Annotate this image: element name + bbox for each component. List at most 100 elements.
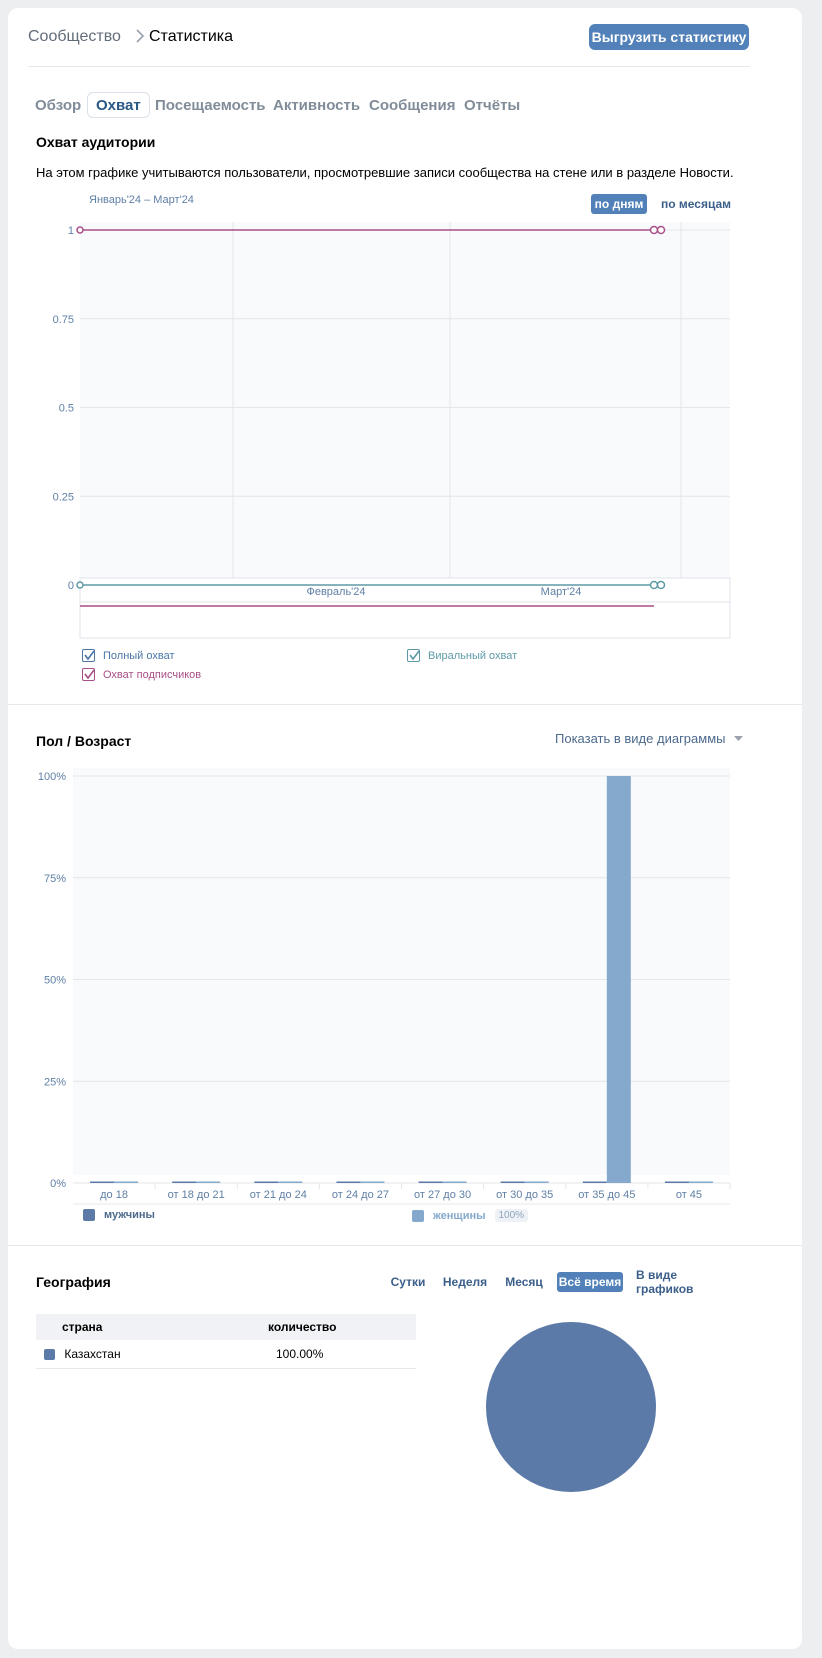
tab-overview[interactable]: Обзор bbox=[35, 96, 82, 114]
female-percent-badge: 100% bbox=[494, 1209, 529, 1222]
filter-month[interactable]: Месяц bbox=[505, 1275, 543, 1289]
reach-ytick: 1 bbox=[68, 225, 74, 237]
demographics-title: Пол / Возраст bbox=[36, 733, 132, 749]
reach-point[interactable] bbox=[76, 581, 84, 589]
reach-point[interactable] bbox=[76, 226, 84, 234]
legend-subscribers-reach[interactable]: Охват подписчиков bbox=[82, 668, 201, 681]
reach-point[interactable] bbox=[656, 580, 666, 590]
column-count: количество bbox=[268, 1314, 416, 1340]
country-swatch bbox=[44, 1349, 55, 1361]
reach-point[interactable] bbox=[649, 225, 659, 235]
age-bar[interactable] bbox=[606, 776, 631, 1183]
statistics-card: Сообщество Статистика Выгрузить статисти… bbox=[8, 8, 802, 1649]
table-header-row: страна количество bbox=[36, 1314, 416, 1340]
section-divider bbox=[8, 704, 802, 705]
age-bar[interactable] bbox=[582, 1181, 607, 1184]
filter-as-charts[interactable]: В виде графиков bbox=[636, 1268, 694, 1296]
reach-xtick: Март'24 bbox=[541, 586, 582, 598]
age-ytick: 0% bbox=[50, 1178, 66, 1190]
age-ytick: 75% bbox=[44, 873, 66, 885]
geography-title: География bbox=[36, 1274, 111, 1290]
age-xtick: от 35 до 45 bbox=[578, 1189, 635, 1201]
age-xtick: от 45 bbox=[676, 1189, 702, 1201]
legend-label: Полный охват bbox=[103, 649, 175, 662]
age-ytick: 25% bbox=[44, 1076, 66, 1088]
section-divider bbox=[8, 1245, 802, 1246]
age-bar[interactable] bbox=[442, 1181, 467, 1184]
reach-xtick: Февраль'24 bbox=[306, 586, 365, 598]
reach-chart: 0 0.25 0.5 0.75 1 Февраль'24 Март'24 bbox=[53, 222, 731, 639]
legend-label: Охват подписчиков bbox=[103, 668, 202, 681]
geography-table: страна количество Казахстан 100.00% bbox=[36, 1314, 416, 1369]
legend-label: Виральный охват bbox=[428, 649, 518, 662]
reach-navigator[interactable] bbox=[79, 601, 731, 639]
age-bar[interactable] bbox=[664, 1181, 689, 1184]
age-bar[interactable] bbox=[418, 1181, 443, 1184]
legend-male[interactable]: мужчины bbox=[83, 1209, 155, 1221]
age-bar[interactable] bbox=[688, 1181, 713, 1184]
geography-pie-chart bbox=[486, 1322, 656, 1492]
age-bar[interactable] bbox=[196, 1181, 221, 1184]
female-swatch bbox=[412, 1209, 424, 1222]
filter-all-time[interactable]: Всё время bbox=[557, 1272, 623, 1292]
pie-slice[interactable] bbox=[486, 1322, 656, 1492]
reach-plot-area bbox=[80, 222, 730, 578]
table-row[interactable]: Казахстан 100.00% bbox=[36, 1340, 416, 1369]
checkbox-checked-icon[interactable] bbox=[407, 649, 420, 662]
reach-point[interactable] bbox=[656, 225, 666, 235]
age-gender-chart: 0% 25% 50% 75% 100% до 18 от 18 до 21 от 21 до… bbox=[38, 768, 731, 1205]
age-bar[interactable] bbox=[90, 1181, 115, 1184]
reach-ytick: 0.75 bbox=[53, 314, 74, 326]
age-bar[interactable] bbox=[278, 1181, 303, 1184]
age-bar[interactable] bbox=[500, 1181, 525, 1184]
tab-traffic[interactable]: Посещаемость bbox=[155, 96, 266, 114]
age-bar[interactable] bbox=[254, 1181, 279, 1184]
column-country: страна bbox=[36, 1314, 268, 1340]
count-cell: 100.00% bbox=[268, 1340, 416, 1369]
checkbox-checked-icon[interactable] bbox=[82, 668, 95, 681]
age-bar[interactable] bbox=[524, 1181, 549, 1184]
filter-week[interactable]: Неделя bbox=[442, 1275, 488, 1289]
by-months-button[interactable]: по месяцам bbox=[660, 197, 732, 211]
filter-day[interactable]: Сутки bbox=[390, 1275, 426, 1289]
legend-viral-reach[interactable]: Виральный охват bbox=[407, 649, 517, 662]
age-bar[interactable] bbox=[114, 1181, 139, 1184]
chevron-right-icon bbox=[136, 29, 145, 43]
age-xtick: от 24 до 27 bbox=[332, 1189, 389, 1201]
tab-reach[interactable]: Охват bbox=[87, 92, 150, 118]
age-bar[interactable] bbox=[336, 1181, 361, 1184]
age-bar[interactable] bbox=[172, 1181, 197, 1184]
tab-activity[interactable]: Активность bbox=[273, 96, 361, 114]
page-title: Статистика bbox=[149, 28, 234, 45]
view-mode-select[interactable]: Показать в виде диаграммы bbox=[555, 731, 743, 746]
reach-ytick: 0 bbox=[68, 580, 74, 592]
legend-female-label: женщины bbox=[433, 1209, 486, 1222]
age-xtick: до 18 bbox=[100, 1189, 128, 1201]
tab-reports[interactable]: Отчёты bbox=[464, 96, 521, 114]
legend-female[interactable]: женщины 100% bbox=[412, 1209, 529, 1222]
age-xtick: от 30 до 35 bbox=[496, 1189, 553, 1201]
age-bar[interactable] bbox=[360, 1181, 385, 1184]
chevron-down-icon bbox=[733, 735, 743, 741]
tab-messages[interactable]: Сообщения bbox=[369, 96, 456, 114]
view-mode-label: Показать в виде диаграммы bbox=[555, 731, 726, 746]
age-xtick: от 27 до 30 bbox=[414, 1189, 471, 1201]
reach-description: На этом графике учитываются пользователи… bbox=[36, 165, 734, 180]
export-stats-button[interactable]: Выгрузить статистику bbox=[589, 24, 749, 50]
header-divider bbox=[28, 66, 750, 67]
country-cell: Казахстан bbox=[36, 1340, 268, 1369]
checkbox-checked-icon[interactable] bbox=[82, 649, 95, 662]
age-xtick: от 21 до 24 bbox=[250, 1189, 307, 1201]
by-days-button[interactable]: по дням bbox=[591, 194, 647, 214]
reach-xaxis-band bbox=[79, 577, 731, 603]
reach-date-range[interactable]: Январь'24 – Март'24 bbox=[89, 194, 194, 206]
legend-male-label: мужчины bbox=[104, 1209, 155, 1221]
reach-title: Охват аудитории bbox=[36, 134, 156, 150]
breadcrumb-community[interactable]: Сообщество bbox=[28, 28, 121, 45]
male-swatch bbox=[83, 1209, 95, 1221]
reach-point[interactable] bbox=[649, 580, 659, 590]
legend-full-reach[interactable]: Полный охват bbox=[82, 649, 175, 662]
age-ytick: 50% bbox=[44, 975, 66, 987]
country-name: Казахстан bbox=[64, 1346, 121, 1361]
reach-ytick: 0.5 bbox=[59, 403, 74, 415]
